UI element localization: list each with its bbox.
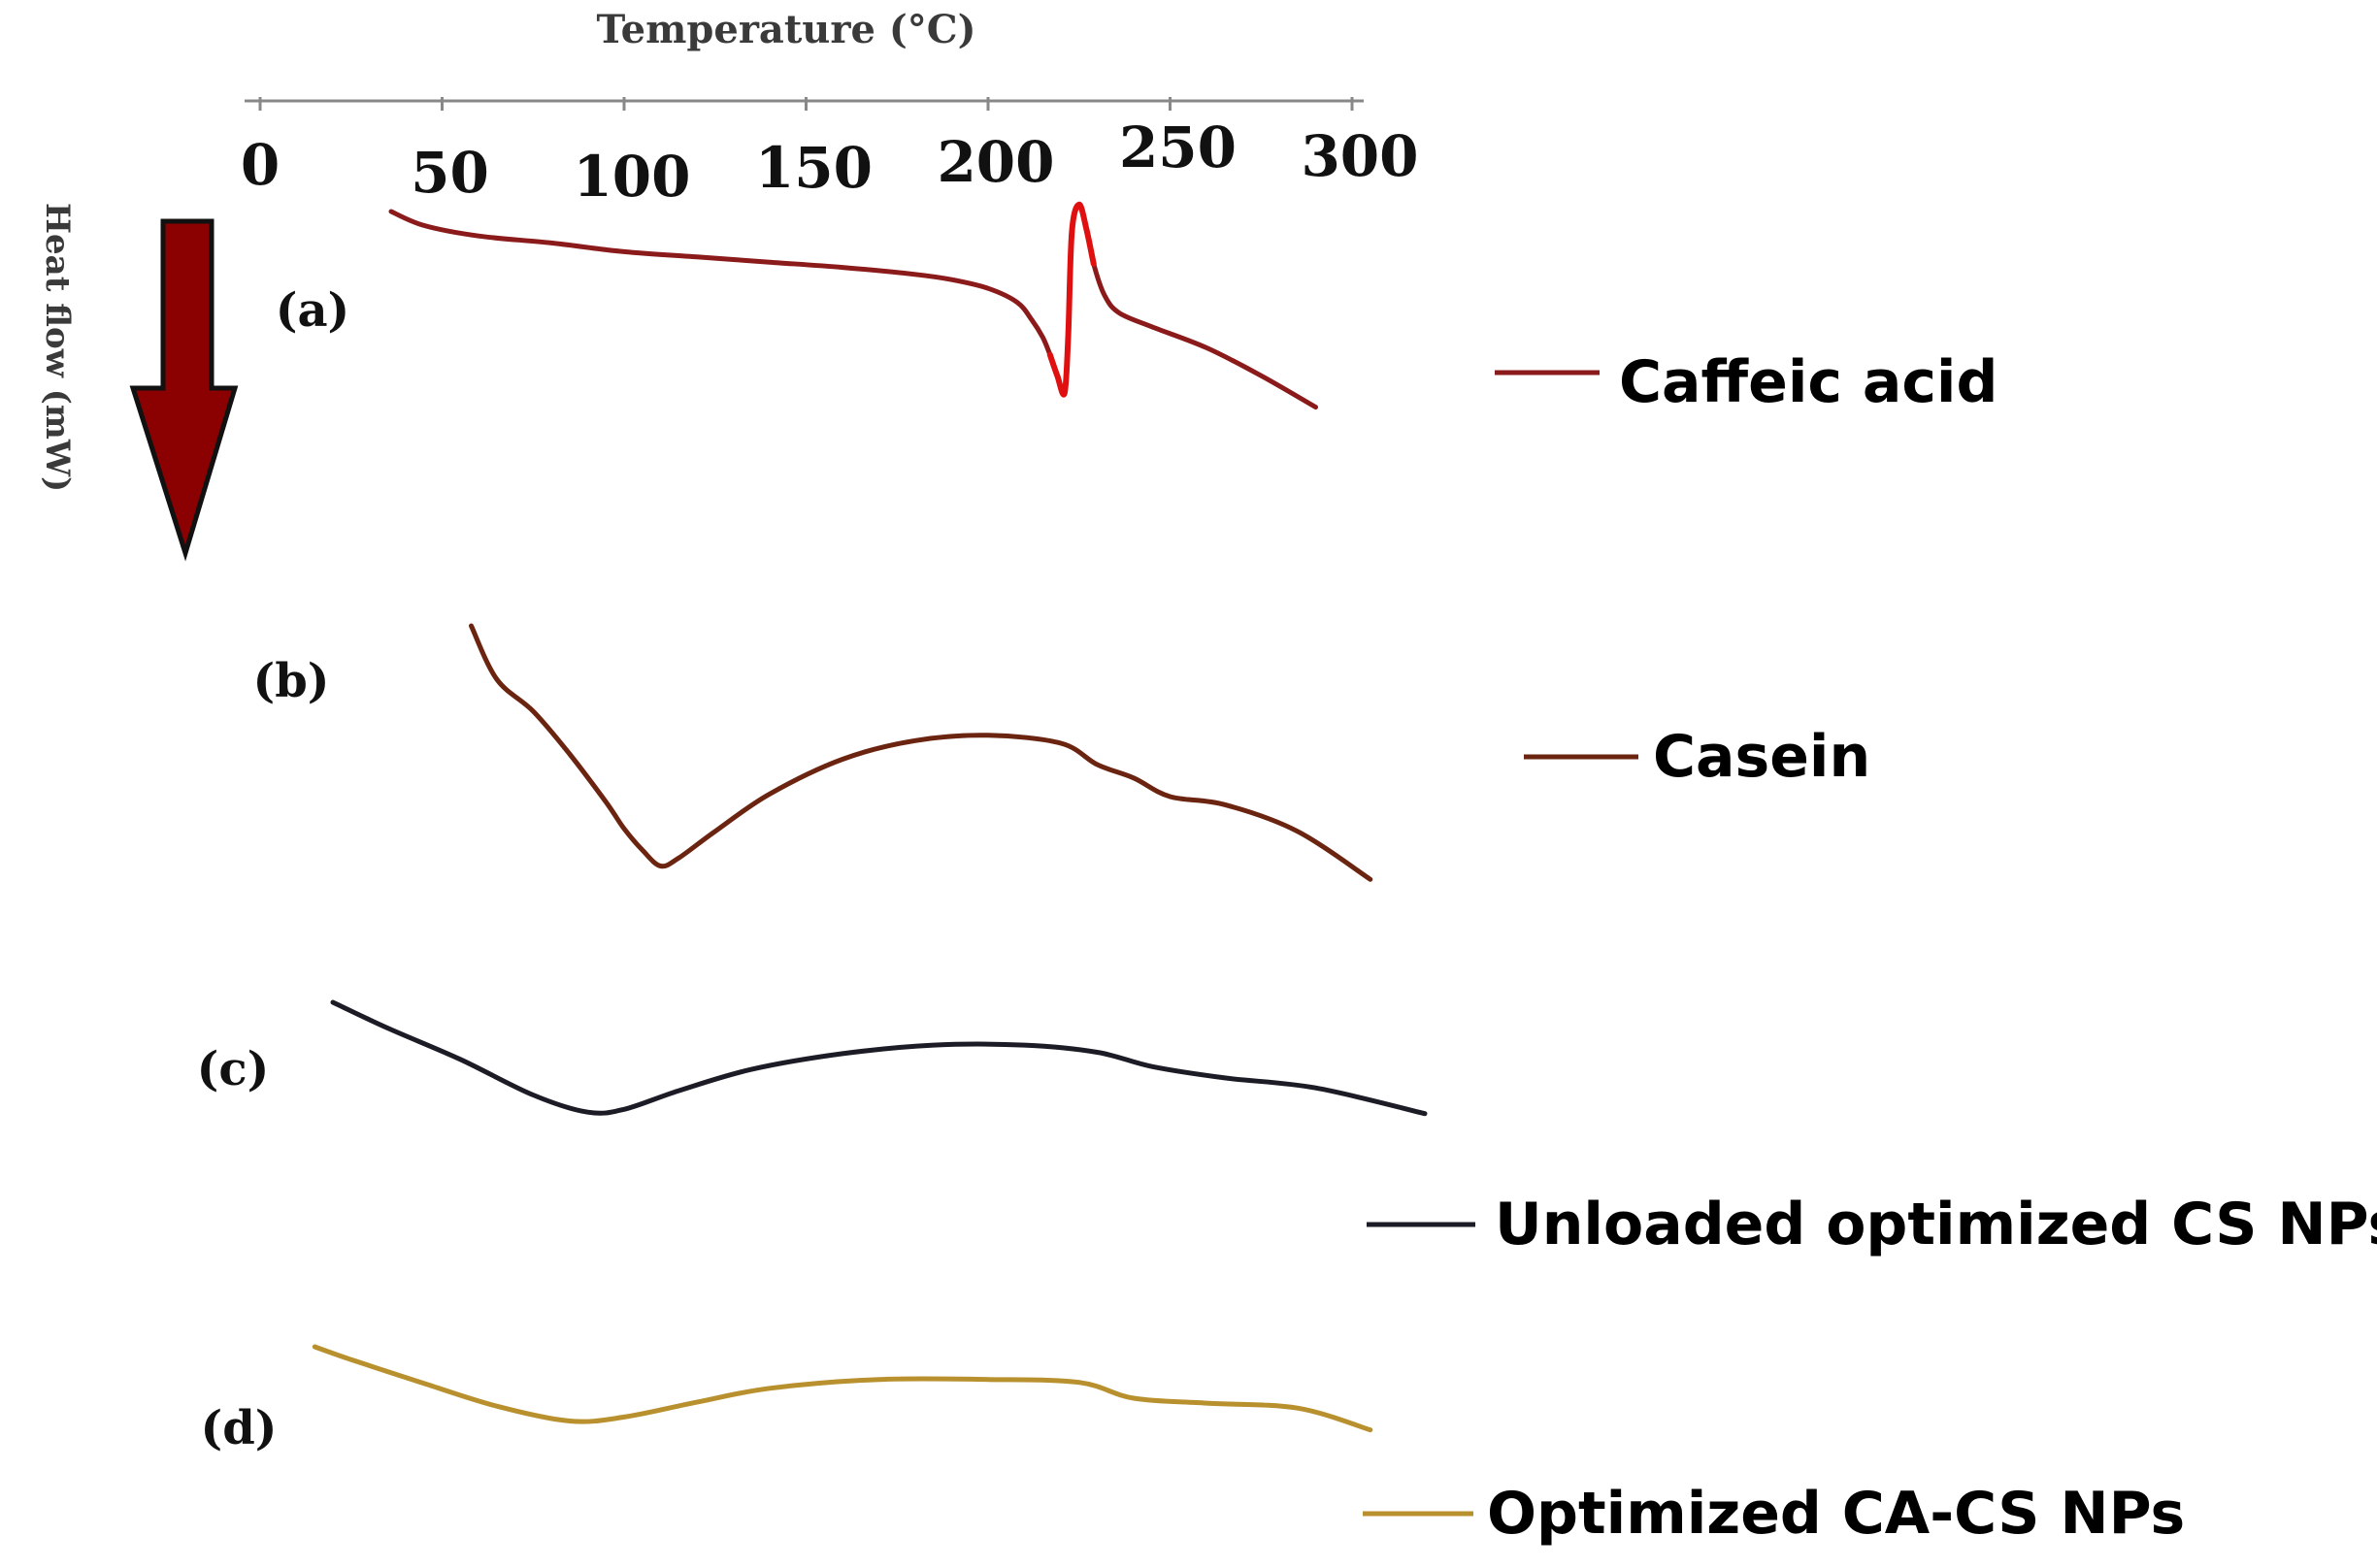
y-axis-title: Heat flow (mW) xyxy=(38,203,77,492)
panel-label: (d) xyxy=(201,1401,278,1455)
caffeic-acid-peak-segment xyxy=(1046,201,1097,398)
curve-3 xyxy=(312,1344,1373,1433)
x-axis-ticks xyxy=(258,97,1354,111)
x-tick-label: 100 xyxy=(573,144,690,210)
curve-2 xyxy=(330,999,1428,1117)
x-axis-title: Temperature (°C) xyxy=(596,7,975,52)
legend-label: Optimized CA-CS NPs xyxy=(1487,1480,2185,1548)
heat-flow-down-arrow-icon xyxy=(129,218,239,562)
x-tick-label: 150 xyxy=(755,135,873,201)
x-tick-label: 300 xyxy=(1301,123,1418,189)
x-tick-label: 50 xyxy=(411,140,489,206)
curve-1 xyxy=(469,623,1373,882)
x-axis-tick-labels: 0 50 100 150 200 250 300 xyxy=(241,114,1419,210)
legend-label: Unloaded optimized CS NPs xyxy=(1495,1191,2377,1258)
x-tick-label: 200 xyxy=(937,129,1054,195)
x-tick-label: 250 xyxy=(1119,114,1237,180)
legend-label: Caffeic acid xyxy=(1619,348,1997,416)
panel-label: (a) xyxy=(276,283,350,338)
panel-label: (b) xyxy=(253,654,330,708)
curve-0 xyxy=(388,202,1318,410)
panel-labels: (a) (b) (c) (d) xyxy=(197,283,350,1455)
x-tick-label: 0 xyxy=(241,132,280,198)
panel-label: (c) xyxy=(197,1042,270,1096)
legend-label: Casein xyxy=(1653,723,1870,791)
legend: Caffeic acid Casein Unloaded optimized CS … xyxy=(1363,348,2377,1548)
thermogram-curves xyxy=(312,201,1428,1433)
